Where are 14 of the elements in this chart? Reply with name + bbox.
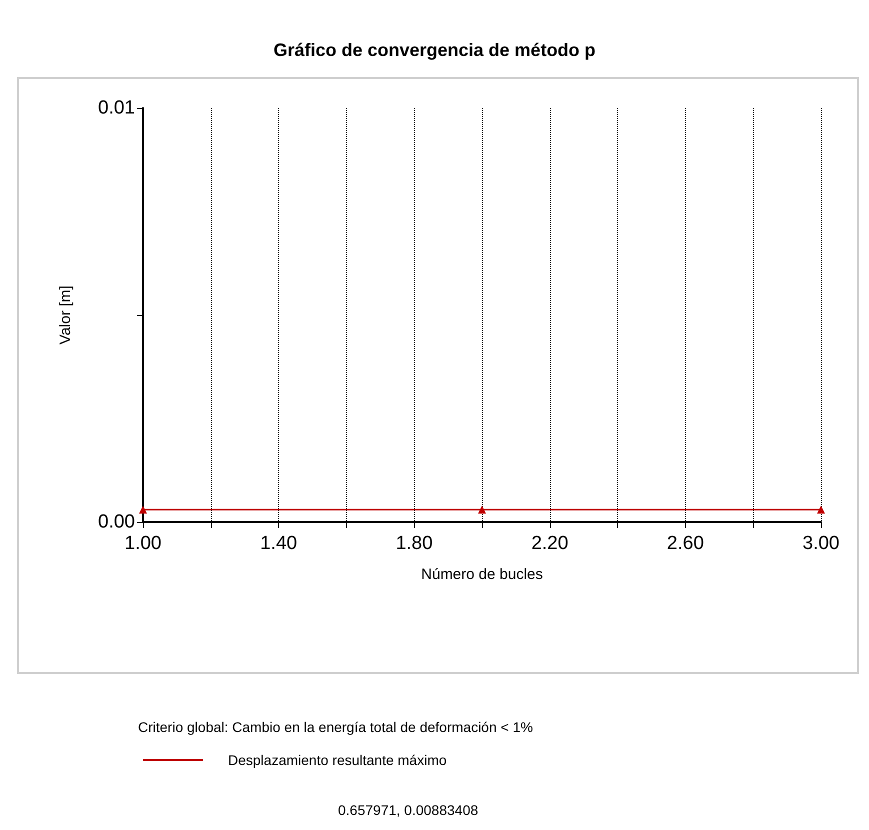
chart-title: Gráfico de convergencia de método p xyxy=(273,40,596,60)
text: Criterio global: Cambio en la energía total de deformación < 1% xyxy=(138,719,533,735)
x-tick-label: 1.00 xyxy=(124,533,162,554)
x-tick-label: 1.40 xyxy=(260,533,298,554)
y-tick-label: 0.00 xyxy=(98,512,135,532)
y-tick-label: 0.01 xyxy=(98,98,135,118)
x-axis-title: Número de bucles xyxy=(421,566,543,583)
text: 0.657971, 0.00883408 xyxy=(338,802,478,818)
x-tick-label: 3.00 xyxy=(802,533,840,554)
x-tick-label: 1.80 xyxy=(396,533,433,554)
y-axis-title: Valor [m] xyxy=(57,286,74,344)
legend-label: Desplazamiento resultante máximo xyxy=(228,752,447,768)
x-tick-label: 2.60 xyxy=(666,533,704,554)
x-tick-label: 2.20 xyxy=(531,533,568,554)
